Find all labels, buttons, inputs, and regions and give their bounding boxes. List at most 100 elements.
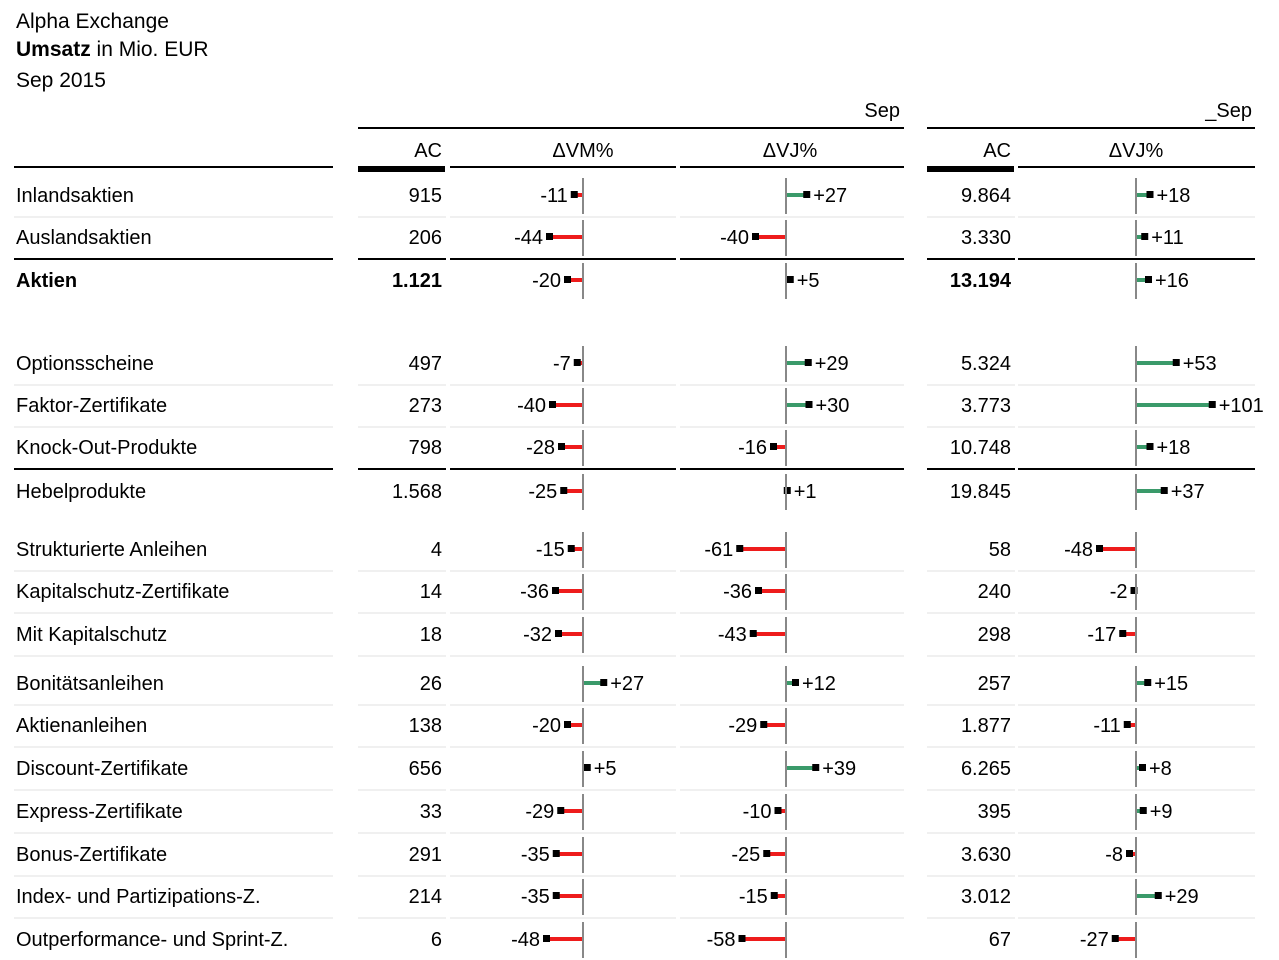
variance-label: +16	[1155, 270, 1189, 292]
variance-label: -20	[532, 270, 561, 292]
variance-label: -2	[1110, 581, 1128, 603]
variance-label: -11	[540, 185, 567, 207]
variance-pin	[570, 191, 578, 198]
variance-label: -7	[553, 353, 571, 375]
variance-bar	[786, 361, 808, 365]
variance-label: +101	[1219, 395, 1264, 417]
variance-bar	[562, 445, 583, 449]
ac-value: 3.630	[961, 844, 1011, 866]
ac-value: 9.864	[961, 185, 1011, 207]
ac-value: 214	[409, 886, 442, 908]
ac-value: 58	[989, 539, 1011, 561]
variance-label: +8	[1149, 758, 1172, 780]
measure-bold: Umsatz	[16, 38, 91, 61]
row-label: Outperformance- und Sprint-Z.	[16, 929, 288, 951]
variance-bar	[786, 193, 807, 197]
row-label: Knock-Out-Produkte	[16, 437, 197, 459]
variance-pin	[1139, 764, 1146, 771]
variance-bar	[553, 403, 583, 407]
variance-label: -35	[521, 844, 550, 866]
ac-header-bar	[358, 166, 445, 172]
variance-label: +29	[815, 353, 849, 375]
variance-pin	[1146, 443, 1154, 450]
row-label: Faktor-Zertifikate	[16, 395, 167, 417]
variance-bar	[1136, 361, 1176, 365]
variance-bar	[764, 723, 786, 727]
ac-value: 915	[409, 185, 442, 207]
row-label: Aktienanleihen	[16, 715, 147, 737]
ac-value: 19.845	[950, 481, 1011, 503]
variance-bar	[583, 681, 604, 685]
ac-value: 273	[409, 395, 442, 417]
variance-pin	[774, 807, 782, 814]
ac-value: 6	[431, 929, 442, 951]
row-label: Auslandsaktien	[16, 227, 152, 249]
variance-bar	[556, 852, 583, 856]
ac-value: 240	[978, 581, 1011, 603]
ac-value: 3.330	[961, 227, 1011, 249]
variance-pin	[583, 764, 591, 771]
ac-value: 26	[420, 673, 442, 695]
variance-bar	[556, 589, 583, 593]
variance-bar	[786, 403, 809, 407]
variance-bar	[1127, 723, 1136, 727]
variance-pin	[1145, 276, 1152, 283]
variance-pin	[760, 721, 768, 728]
variance-bar	[556, 894, 583, 898]
variance-label: -10	[743, 801, 772, 823]
ac-value: 138	[409, 715, 442, 737]
variance-pin	[552, 892, 560, 899]
ytd-ac-header-bar	[927, 166, 1014, 172]
variance-pin	[786, 276, 794, 283]
variance-pin	[770, 443, 777, 450]
variance-label: -27	[1080, 929, 1109, 951]
variance-label: -61	[704, 539, 733, 561]
variance-bar	[571, 547, 583, 551]
variance-pin	[573, 359, 581, 366]
row-label: Aktien	[16, 270, 77, 292]
variance-pin	[749, 630, 757, 637]
variance-pin	[1154, 892, 1162, 899]
variance-label: -20	[532, 715, 561, 737]
variance-label: +39	[822, 758, 856, 780]
variance-label: +15	[1154, 673, 1188, 695]
ac-value: 1.568	[392, 481, 442, 503]
variance-label: -36	[723, 581, 752, 603]
ac-value: 3.773	[961, 395, 1011, 417]
variance-pin	[1123, 721, 1131, 728]
variance-label: +29	[1165, 886, 1199, 908]
variance-bar	[564, 489, 583, 493]
variance-bar	[1136, 445, 1150, 449]
variance-pin	[1096, 545, 1103, 552]
variance-pin	[783, 487, 791, 494]
variance-label: +30	[816, 395, 850, 417]
variance-label: -17	[1087, 624, 1116, 646]
variance-pin	[1144, 679, 1152, 686]
row-label: Optionsscheine	[16, 353, 154, 375]
row-label: Bonus-Zertifikate	[16, 844, 167, 866]
variance-label: -29	[728, 715, 757, 737]
variance-bar	[753, 632, 786, 636]
variance-pin	[763, 850, 771, 857]
variance-label: -35	[521, 886, 550, 908]
ac-value: 33	[420, 801, 442, 823]
ac-value: 1.877	[961, 715, 1011, 737]
variance-pin	[738, 935, 746, 942]
variance-bar	[1136, 193, 1150, 197]
variance-pin	[1172, 359, 1180, 366]
variance-label: -15	[739, 886, 768, 908]
variance-bar	[1136, 489, 1164, 493]
variance-label: -40	[517, 395, 546, 417]
ac-value: 798	[409, 437, 442, 459]
ac-value: 6.265	[961, 758, 1011, 780]
row-label: Express-Zertifikate	[16, 801, 183, 823]
variance-label: -48	[511, 929, 540, 951]
variance-pin	[555, 630, 562, 637]
variance-pin	[805, 401, 813, 408]
variance-label: -36	[520, 581, 549, 603]
ac-value: 497	[409, 353, 442, 375]
variance-label: +18	[1157, 185, 1191, 207]
ac-value: 5.324	[961, 353, 1011, 375]
variance-pin	[792, 679, 799, 686]
variance-bar	[561, 809, 583, 813]
